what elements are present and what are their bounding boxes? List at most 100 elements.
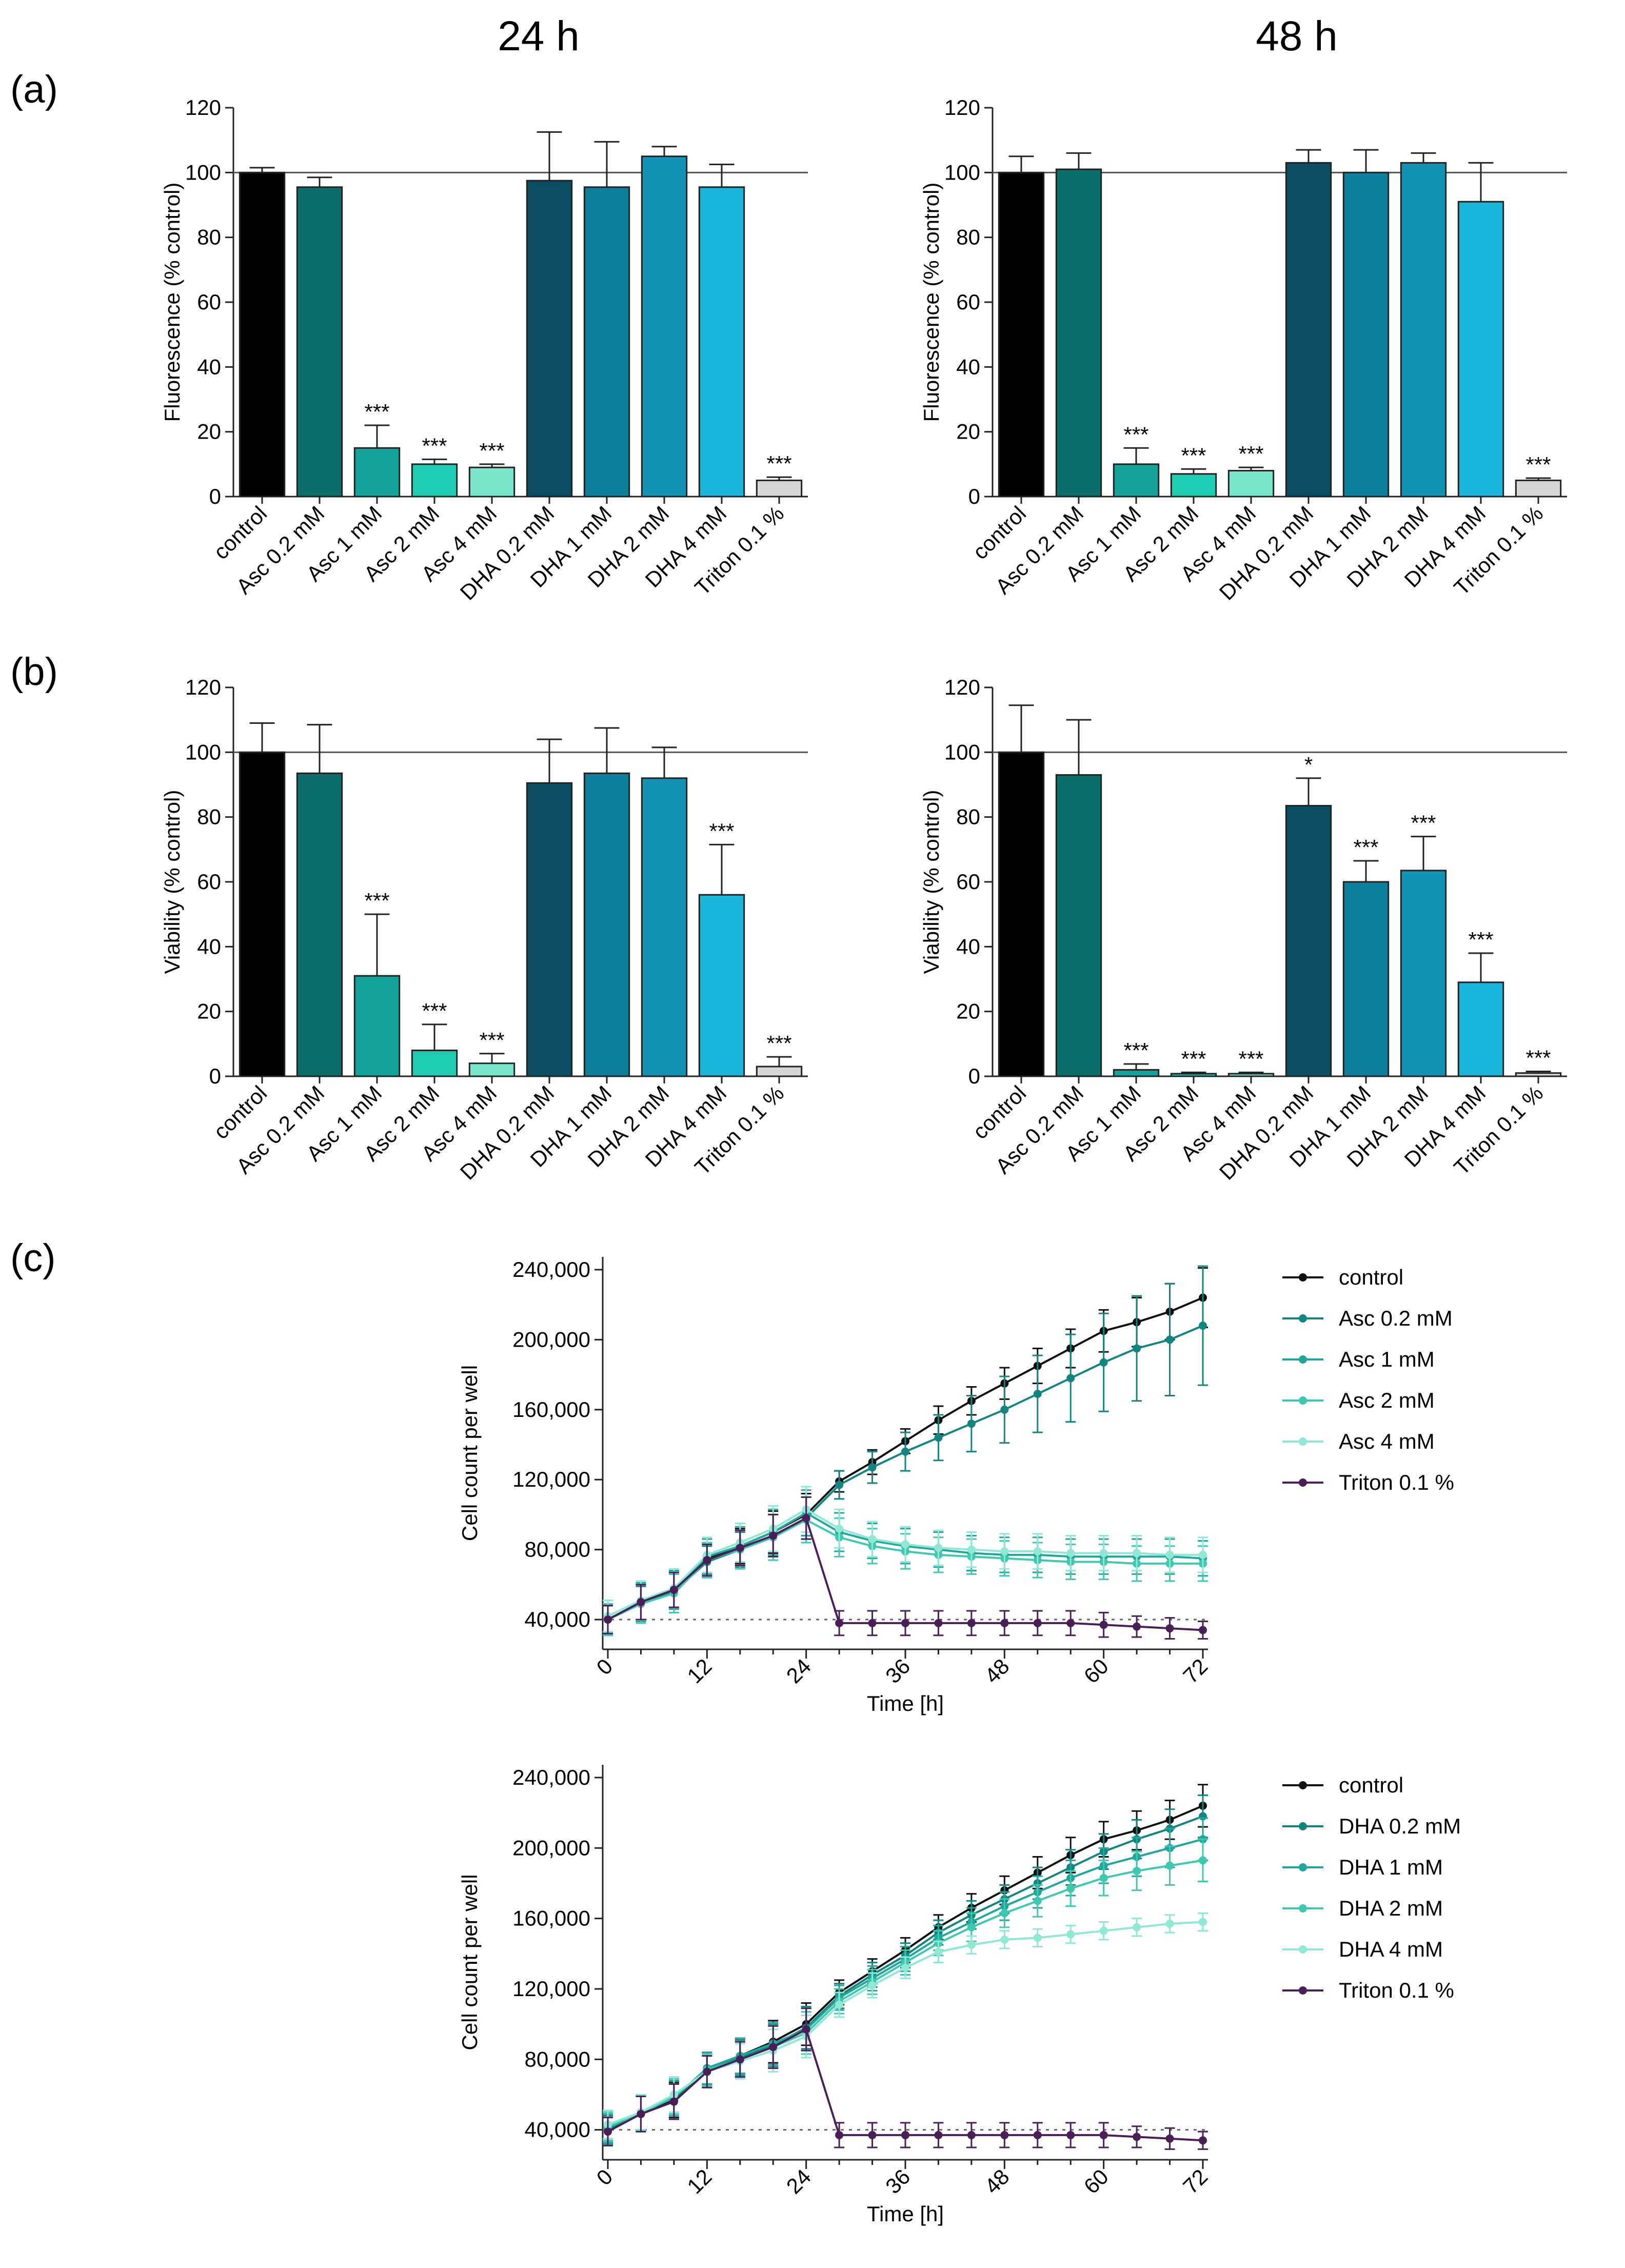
data-point <box>1133 2133 1141 2141</box>
data-point <box>934 1544 943 1552</box>
y-tick-label: 20 <box>197 999 221 1023</box>
series-triton-0-1 <box>603 1496 1208 1640</box>
bar-control <box>239 171 286 498</box>
bar-dha-1-mm <box>583 186 630 498</box>
series-line <box>607 1325 1203 1621</box>
bar-asc-4-mm <box>1227 1073 1275 1077</box>
legend-label-asc-0-2-mm: Asc 0.2 mM <box>1339 1306 1453 1330</box>
data-point <box>1033 2131 1042 2139</box>
chart-c-dha: 40,000 80,000 120,000 160,000 200,000 240,000… <box>458 1765 1461 2226</box>
data-point <box>736 2055 744 2064</box>
x-tick-label: 0 <box>592 2164 618 2190</box>
data-point <box>901 1540 909 1549</box>
legend-marker-control <box>1299 1273 1307 1281</box>
legend-marker-dha-4-mm <box>1299 1945 1307 1954</box>
data-point <box>1000 1547 1009 1556</box>
bar-dha-1-mm <box>583 772 630 1077</box>
data-point <box>802 1514 810 1523</box>
data-point <box>835 2000 844 2009</box>
x-tick-label: 24 <box>782 2164 816 2198</box>
significance-triton-0-1: *** <box>1525 452 1551 477</box>
data-point <box>1099 1873 1108 1882</box>
y-axis-title: Cell count per well <box>458 1365 482 1541</box>
bar-asc-0-2-mm <box>296 186 343 498</box>
data-point <box>1199 1918 1207 1926</box>
data-point <box>1133 1923 1141 1931</box>
data-point <box>1199 1626 1207 1634</box>
legend-label-asc-4-mm: Asc 4 mM <box>1339 1429 1435 1453</box>
bar-triton-0-1 <box>1515 479 1562 498</box>
bar-triton-0-1 <box>756 479 803 498</box>
data-point <box>835 2131 844 2139</box>
significance-dha-4-mm: *** <box>1468 928 1493 952</box>
data-point <box>1199 1550 1207 1559</box>
data-point <box>934 1947 943 1956</box>
data-point <box>835 1524 844 1533</box>
y-tick-label: 120 <box>944 675 980 699</box>
data-point <box>1099 2131 1108 2139</box>
data-point <box>868 1981 877 1990</box>
legend-label-dha-0-2-mm: DHA 0.2 mM <box>1339 1814 1461 1838</box>
data-point <box>769 1531 778 1540</box>
y-tick-label: 100 <box>944 740 980 764</box>
series-dha-1-mm <box>603 1817 1208 2143</box>
bar-asc-4-mm <box>468 466 516 498</box>
bar-dha-4-mm <box>698 894 745 1077</box>
x-tick-label: 72 <box>1178 2164 1212 2198</box>
series-asc-4-mm <box>603 1486 1208 1633</box>
data-point <box>703 2067 711 2076</box>
significance-asc-4-mm: *** <box>479 439 504 463</box>
data-point <box>802 2025 810 2034</box>
series-line <box>607 1859 1203 2127</box>
series-line <box>607 1838 1203 2129</box>
significance-dha-1-mm: *** <box>1353 835 1378 859</box>
data-point <box>934 1619 943 1627</box>
data-point <box>868 1619 877 1627</box>
significance-asc-2-mm: *** <box>422 433 447 458</box>
y-tick-label: 20 <box>956 999 980 1023</box>
significance-asc-1-mm: *** <box>1123 422 1148 446</box>
x-axis-title: Time [h] <box>867 1691 944 1715</box>
legend-label-triton-0-1: Triton 0.1 % <box>1339 1978 1454 2002</box>
series-dha-2-mm <box>603 1838 1208 2141</box>
y-tick-label: 40 <box>197 934 221 958</box>
y-tick-label: 160,000 <box>512 1397 590 1422</box>
x-tick-label: 0 <box>592 1654 618 1680</box>
bar-asc-0-2-mm <box>296 772 343 1077</box>
data-point <box>736 1544 744 1552</box>
legend-marker-asc-4-mm <box>1299 1437 1307 1446</box>
bar-asc-1-mm <box>1113 1069 1160 1077</box>
significance-dha-0-2-mm: * <box>1304 753 1313 777</box>
y-axis-title: Cell count per well <box>458 1874 482 2050</box>
data-point <box>967 1923 976 1931</box>
series-triton-0-1 <box>603 2007 1208 2150</box>
legend-marker-dha-2-mm <box>1299 1904 1307 1912</box>
legend-marker-triton-0-1 <box>1299 1478 1307 1487</box>
bar-asc-4-mm <box>468 1062 516 1077</box>
bar-control <box>239 751 286 1077</box>
data-point <box>1066 2131 1075 2139</box>
significance-triton-0-1: *** <box>766 451 791 476</box>
data-point <box>1133 1866 1141 1875</box>
significance-asc-2-mm: *** <box>1181 443 1206 467</box>
data-point <box>868 2131 877 2139</box>
bar-dha-0-2-mm <box>1285 805 1332 1077</box>
legend-marker-asc-2-mm <box>1299 1396 1307 1405</box>
data-point <box>1199 2136 1207 2145</box>
bar-dha-4-mm <box>1457 981 1504 1077</box>
panel-label-b: (b) <box>10 650 58 694</box>
y-tick-label: 60 <box>956 290 980 314</box>
bar-asc-4-mm <box>1227 469 1275 498</box>
data-point <box>1133 1549 1141 1557</box>
y-tick-label: 80 <box>197 805 221 829</box>
legend-label-dha-2-mm: DHA 2 mM <box>1339 1896 1443 1920</box>
data-point <box>1066 1884 1075 1893</box>
data-point <box>1066 1619 1075 1627</box>
data-point <box>901 2131 909 2139</box>
data-point <box>934 2131 943 2139</box>
data-point <box>967 1545 976 1554</box>
data-point <box>1033 1547 1042 1556</box>
